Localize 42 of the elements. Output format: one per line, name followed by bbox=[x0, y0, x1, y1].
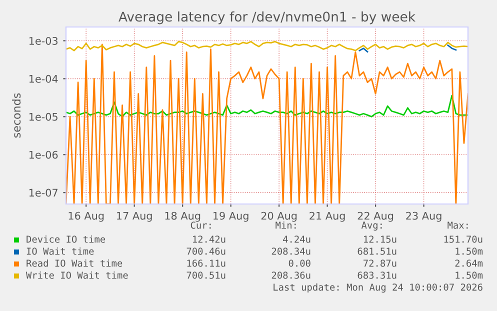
text: 12.15u bbox=[364, 236, 396, 243]
text: 1.50m bbox=[456, 248, 483, 255]
legend-label: Write IO Wait time bbox=[26, 271, 128, 279]
legend-label: Device IO time bbox=[26, 235, 106, 243]
text: 0.00 bbox=[288, 260, 310, 267]
text: 151.70u bbox=[444, 236, 482, 243]
line-series bbox=[66, 94, 468, 118]
text: Min: bbox=[276, 221, 296, 229]
text: 208.34u bbox=[272, 248, 310, 255]
y-tick-label: 1e-03 bbox=[29, 36, 58, 45]
y-tick-label: 1e-04 bbox=[29, 74, 58, 83]
text: Max: bbox=[448, 222, 468, 229]
text: Cur: bbox=[190, 222, 211, 229]
y-tick-label: 1e-07 bbox=[29, 188, 58, 197]
y-tick-label: 1e-06 bbox=[29, 150, 58, 159]
x-tick-label: 16 Aug bbox=[68, 212, 104, 222]
x-tick-label: 18 Aug bbox=[165, 212, 200, 222]
text: 1.50m bbox=[456, 272, 483, 279]
line-series bbox=[66, 40, 468, 52]
text: 208.36u bbox=[272, 272, 310, 279]
chart-title: Average latency for /dev/nvme0n1 - by week bbox=[118, 11, 416, 24]
x-tick-label: 20 Aug bbox=[261, 212, 297, 222]
legend-label: IO Wait time bbox=[26, 247, 94, 255]
text: 12.42u bbox=[193, 236, 226, 243]
text: 700.51u bbox=[186, 272, 226, 279]
text: Avg: bbox=[361, 222, 382, 231]
text: 4.24u bbox=[283, 236, 310, 243]
text: Last update: Mon Aug 24 10:00:07 2026 bbox=[274, 283, 482, 293]
x-tick-label: 21 Aug bbox=[310, 212, 345, 222]
y-axis-title: seconds bbox=[12, 93, 21, 138]
x-tick-label: 19 Aug bbox=[214, 212, 248, 222]
x-tick-label: 23 Aug bbox=[406, 212, 442, 222]
text: 72.87u bbox=[364, 260, 396, 267]
x-tick-label: 22 Aug bbox=[358, 212, 394, 222]
y-tick-label: 1e-05 bbox=[29, 112, 58, 121]
text: 2.64m bbox=[455, 260, 483, 267]
text: 681.51u bbox=[358, 248, 396, 255]
legend-label: Read IO Wait time bbox=[26, 259, 122, 267]
text: 700.46u bbox=[186, 248, 226, 255]
x-tick-label: 17 Aug bbox=[117, 212, 152, 222]
text: 683.31u bbox=[358, 272, 396, 279]
text: 166.11u bbox=[187, 260, 226, 267]
